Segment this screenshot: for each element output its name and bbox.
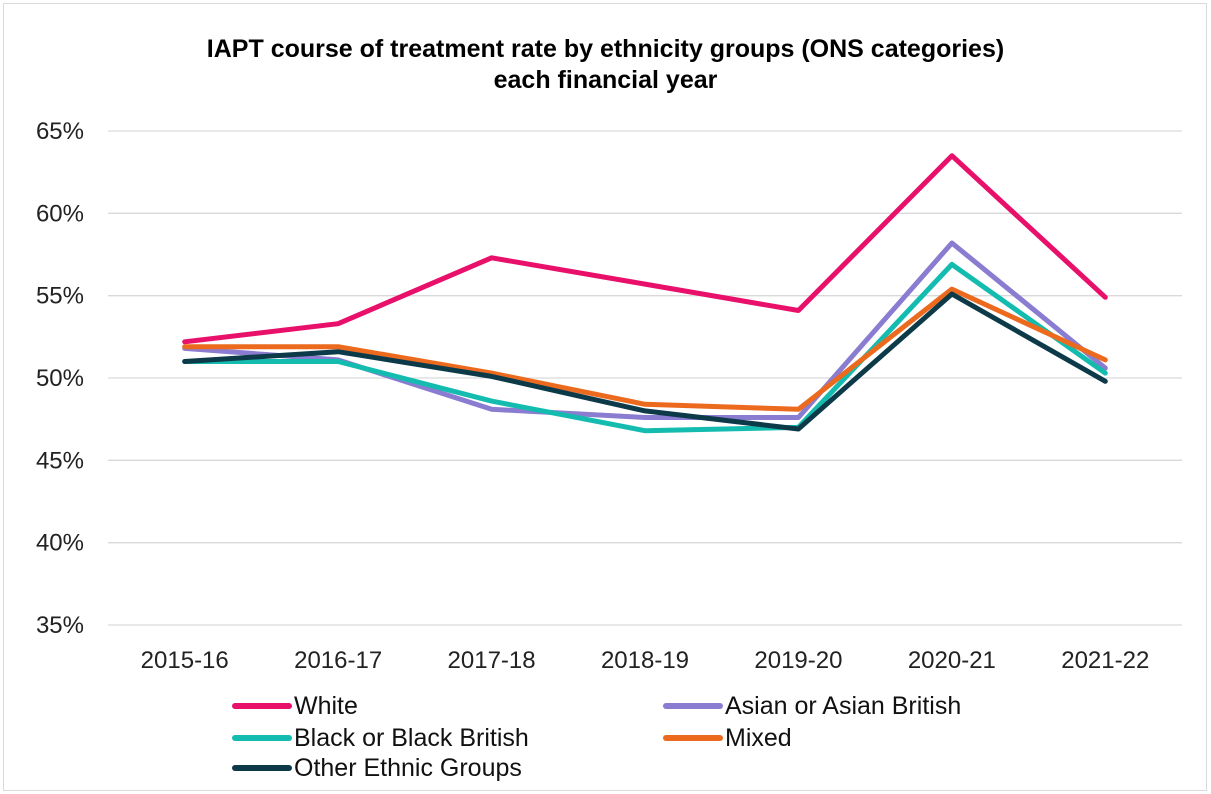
x-tick-label: 2021-22 <box>1061 647 1149 674</box>
legend-swatch <box>663 735 723 741</box>
chart-title-line-2: each financial year <box>493 66 718 94</box>
gridlines <box>108 130 1182 626</box>
y-tick-label: 50% <box>36 365 84 392</box>
x-tick-label: 2019-20 <box>754 647 842 674</box>
x-tick-label: 2017-18 <box>448 647 536 674</box>
y-tick-label: 60% <box>36 200 84 227</box>
legend-label: Mixed <box>725 723 792 752</box>
legend-label: Black or Black British <box>294 723 529 752</box>
legend-item-mixed: Mixed <box>663 723 792 753</box>
legend-label: White <box>294 691 358 720</box>
legend-swatch <box>663 703 723 709</box>
y-axis-labels: 35% 40% 45% 50% 55% 60% 65% <box>36 118 84 639</box>
legend-item-asian-or-asian-british: Asian or Asian British <box>663 691 961 721</box>
y-tick-label: 65% <box>36 118 84 145</box>
series-line-mixed <box>182 286 1108 412</box>
x-tick-label: 2018-19 <box>601 647 689 674</box>
legend-label: Other Ethnic Groups <box>294 753 522 782</box>
x-tick-label: 2015-16 <box>141 647 229 674</box>
series-line-asian-or-asian-british <box>182 240 1108 420</box>
y-tick-label: 35% <box>36 612 84 639</box>
y-tick-label: 45% <box>36 447 84 474</box>
series-lines <box>182 153 1108 434</box>
x-tick-label: 2020-21 <box>908 647 996 674</box>
chart-title-line-1: IAPT course of treatment rate by ethnici… <box>206 35 1005 63</box>
series-line-black-or-black-british <box>182 261 1108 434</box>
legend-swatch <box>232 765 292 771</box>
legend-item-white: White <box>232 691 358 721</box>
series-line-other-ethnic-groups <box>182 291 1108 432</box>
legend-item-black-or-black-british: Black or Black British <box>232 723 529 753</box>
legend-label: Asian or Asian British <box>725 691 962 720</box>
x-tick-label: 2016-17 <box>294 647 382 674</box>
legend-swatch <box>232 735 292 741</box>
series-line-white <box>182 153 1108 345</box>
y-tick-label: 55% <box>36 283 84 310</box>
legend-item-other-ethnic-groups: Other Ethnic Groups <box>232 753 522 783</box>
x-axis-labels: 2015-16 2016-17 2017-18 2018-19 2019-20 2020-… <box>141 647 1150 674</box>
y-tick-label: 40% <box>36 530 84 557</box>
legend-swatch <box>232 703 292 709</box>
chart-title: IAPT course of treatment rate by ethnici… <box>0 34 1211 96</box>
